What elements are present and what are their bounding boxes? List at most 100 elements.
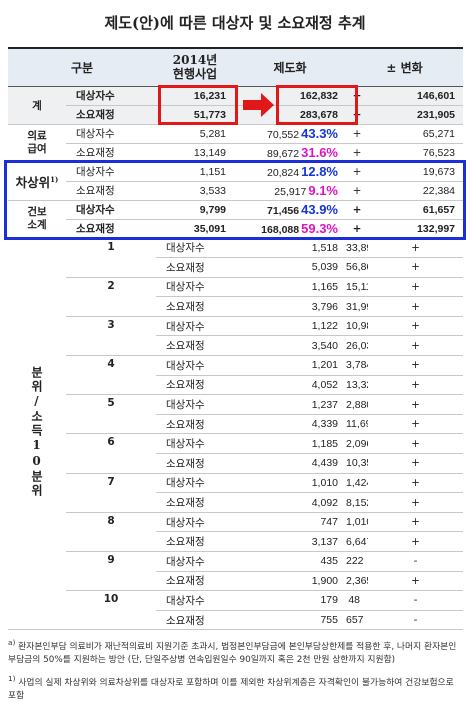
system-value: 15,111 — [346, 277, 368, 298]
system-value: 222 — [346, 551, 368, 572]
change-value: 61,657 — [368, 200, 464, 220]
current-value: 1,518 — [234, 238, 346, 259]
row-item: 대상자수 — [156, 238, 234, 259]
change-sign: - — [368, 610, 464, 631]
footnote-1: 1) 사업의 실제 차상위와 의료차상위를 대상자로 포함하며 이를 제외한 차… — [8, 674, 463, 702]
decile-number: 5 — [66, 394, 156, 435]
row-label-upper-text: 차상위 — [15, 174, 51, 190]
current-value: 1,010 — [234, 473, 346, 494]
current-value: 4,092 — [234, 492, 346, 513]
change-sign: + — [346, 86, 368, 106]
change-sign: + — [368, 375, 464, 396]
change-sign: + — [368, 433, 464, 455]
decile-number: 2 — [66, 277, 156, 317]
change-value: 231,905 — [368, 105, 464, 125]
system-value: 2,365 — [346, 571, 368, 592]
decile-number: 10 — [66, 590, 156, 631]
footnote-a-text: 환자본인부담 의료비가 재난적의료비 지원기준 초과시, 법정본인부담금에 본인… — [8, 641, 457, 665]
percent-label: 9.1% — [308, 183, 338, 198]
row-item: 대상자수 — [156, 551, 234, 572]
system-value: 168,088 — [261, 224, 300, 236]
system-value: 6,647 — [346, 531, 368, 552]
system-value: 71,456 — [267, 205, 300, 217]
row-item: 대상자수 — [156, 590, 234, 611]
estimate-table-wrap: 구분 2014년 현행사업 제도화 ± 변화 계 대상자수 16,231 162… — [8, 47, 464, 631]
row-item: 대상자수 — [156, 473, 234, 494]
system-value: 657 — [346, 610, 368, 631]
change-sign: + — [368, 571, 464, 592]
table-row: 소요재정 13,149 89,672 31.6% + 76,523 — [8, 143, 464, 163]
system-value: 11,698 — [346, 414, 368, 435]
change-sign: + — [368, 296, 464, 317]
header-current: 2014년 현행사업 — [156, 47, 234, 87]
row-label-upper: 차상위1) — [8, 162, 66, 201]
footnote-1-mark: 1) — [8, 674, 16, 683]
change-value: 146,601 — [368, 86, 464, 106]
row-item: 소요재정 — [156, 492, 234, 513]
row-label-insurance-line1: 건보 — [27, 206, 47, 219]
system-value: 2,880 — [346, 394, 368, 415]
decile-number: 7 — [66, 473, 156, 513]
current-value: 3,137 — [234, 531, 346, 552]
current-value: 9,799 — [156, 200, 234, 220]
current-value: 16,231 — [156, 86, 234, 106]
current-value: 1,165 — [234, 277, 346, 298]
table-row: 차상위1) 대상자수 1,151 20,824 12.8% + 19,673 — [8, 162, 464, 201]
row-item: 소요재정 — [156, 296, 234, 317]
current-value: 179 — [234, 590, 346, 611]
change-sign: + — [346, 219, 368, 239]
table-row: 건보 소계 대상자수 9,799 71,456 43.9% + 61,657 — [8, 200, 464, 239]
row-item: 대상자수 — [156, 433, 234, 455]
change-value: 132,997 — [368, 219, 464, 239]
change-sign: + — [346, 105, 368, 125]
row-item: 소요재정 — [156, 453, 234, 474]
system-value: 1,424 — [346, 473, 368, 494]
percent-label: 31.6% — [301, 145, 338, 160]
row-item: 대상자수 — [156, 277, 234, 298]
decile-number: 1 — [66, 238, 156, 278]
row-label-medical-line2: 급여 — [27, 143, 47, 155]
current-value: 51,773 — [156, 105, 234, 125]
change-sign: + — [346, 181, 368, 201]
decile-group-text: 분위/소득10분위 — [29, 366, 44, 499]
change-sign: + — [346, 143, 368, 163]
system-value: 10,986 — [346, 316, 368, 337]
system-cell: 168,088 59.3% — [234, 219, 346, 239]
arrow-right-icon — [243, 93, 274, 117]
decile-number: 6 — [66, 433, 156, 474]
change-sign: - — [368, 590, 464, 611]
row-item: 대상자수 — [156, 355, 234, 376]
change-sign: + — [368, 394, 464, 415]
system-cell: 70,552 43.3% — [234, 124, 346, 144]
system-value: 31,994 — [346, 296, 368, 317]
current-value: 13,149 — [156, 143, 234, 163]
decile-body: 분위/소득10분위1대상자수1,51833,895+32,377소요재정5,03… — [8, 238, 464, 631]
table-row: 소요재정 51,773 283,678 + 231,905 — [8, 105, 464, 125]
footnote-a: a) 환자본인부담 의료비가 재난적의료비 지원기준 초과시, 법정본인부담금에… — [8, 638, 463, 666]
row-item: 대상자수 — [66, 162, 156, 182]
system-value: 20,824 — [267, 167, 300, 179]
system-cell: 25,917 9.1% — [234, 181, 346, 201]
decile-number: 9 — [66, 551, 156, 592]
header-current-year: 2014년 — [172, 52, 218, 67]
system-value: 33,895 — [346, 238, 368, 259]
header-group: 구분 — [8, 47, 156, 87]
row-item: 소요재정 — [156, 571, 234, 592]
row-label-medical-line1: 의료 — [27, 130, 47, 143]
change-value: 65,271 — [368, 124, 464, 144]
row-item: 소요재정 — [156, 257, 234, 278]
row-item: 소요재정 — [156, 531, 234, 552]
current-value: 1,151 — [156, 162, 234, 182]
system-value: 1,010 — [346, 512, 368, 533]
footnote-1-text: 사업의 실제 차상위와 의료차상위를 대상자로 포함하며 이를 제외한 차상위계… — [8, 677, 454, 701]
row-item: 소요재정 — [66, 181, 156, 201]
change-value: 22,384 — [368, 181, 464, 201]
